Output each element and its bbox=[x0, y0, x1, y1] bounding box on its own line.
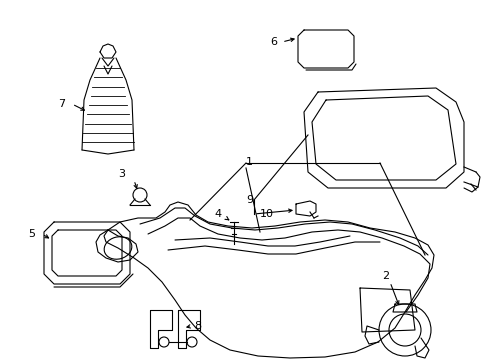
Text: 2: 2 bbox=[381, 271, 388, 281]
Text: 8: 8 bbox=[194, 321, 201, 331]
Text: 7: 7 bbox=[58, 99, 65, 109]
Text: 9: 9 bbox=[245, 195, 253, 205]
Text: 4: 4 bbox=[214, 209, 221, 219]
Text: 5: 5 bbox=[28, 229, 35, 239]
Text: 3: 3 bbox=[118, 169, 125, 179]
Text: 10: 10 bbox=[260, 209, 273, 219]
Text: 6: 6 bbox=[269, 37, 276, 47]
Text: 1: 1 bbox=[245, 157, 252, 167]
